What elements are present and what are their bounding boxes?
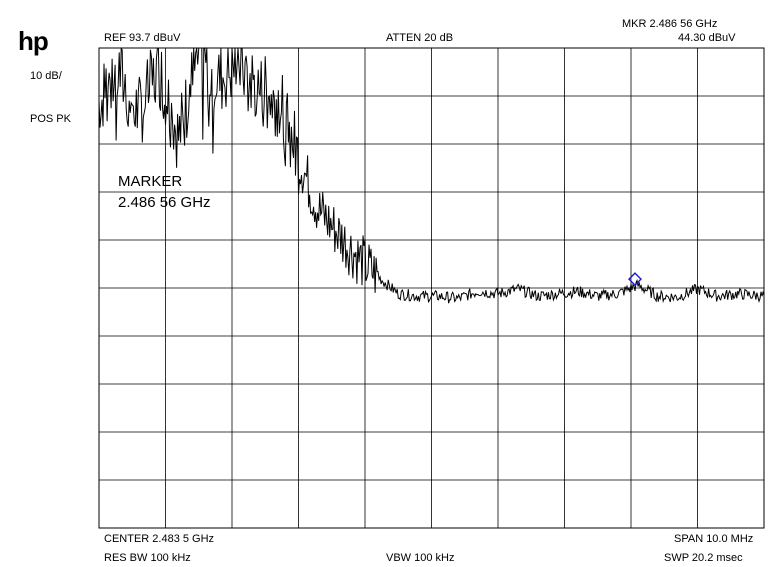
sweep-time-label: SWP 20.2 msec [664,552,743,564]
marker-level-readout: 44.30 dBuV [678,32,736,44]
center-frequency-label: CENTER 2.483 5 GHz [104,533,215,545]
attenuation-label: ATTEN 20 dB [386,32,454,44]
marker-frequency-readout: MKR 2.486 56 GHz [622,18,718,30]
video-bandwidth-label: VBW 100 kHz [386,552,455,564]
spectrum-trace [98,47,765,304]
span-label: SPAN 10.0 MHz [674,533,754,545]
marker-annotation-label: MARKER [118,173,183,190]
scale-label: 10 dB/ [30,70,62,82]
resolution-bandwidth-label: RES BW 100 kHz [104,552,191,564]
graticule [98,47,765,529]
marker-annotation-value: 2.486 56 GHz [118,194,211,211]
marker-diamond [628,272,642,287]
ref-level-label: REF 93.7 dBuV [104,32,181,44]
marker-diamond-icon [628,272,642,287]
hp-logo: hp [18,26,49,56]
detector-label: POS PK [30,113,71,125]
